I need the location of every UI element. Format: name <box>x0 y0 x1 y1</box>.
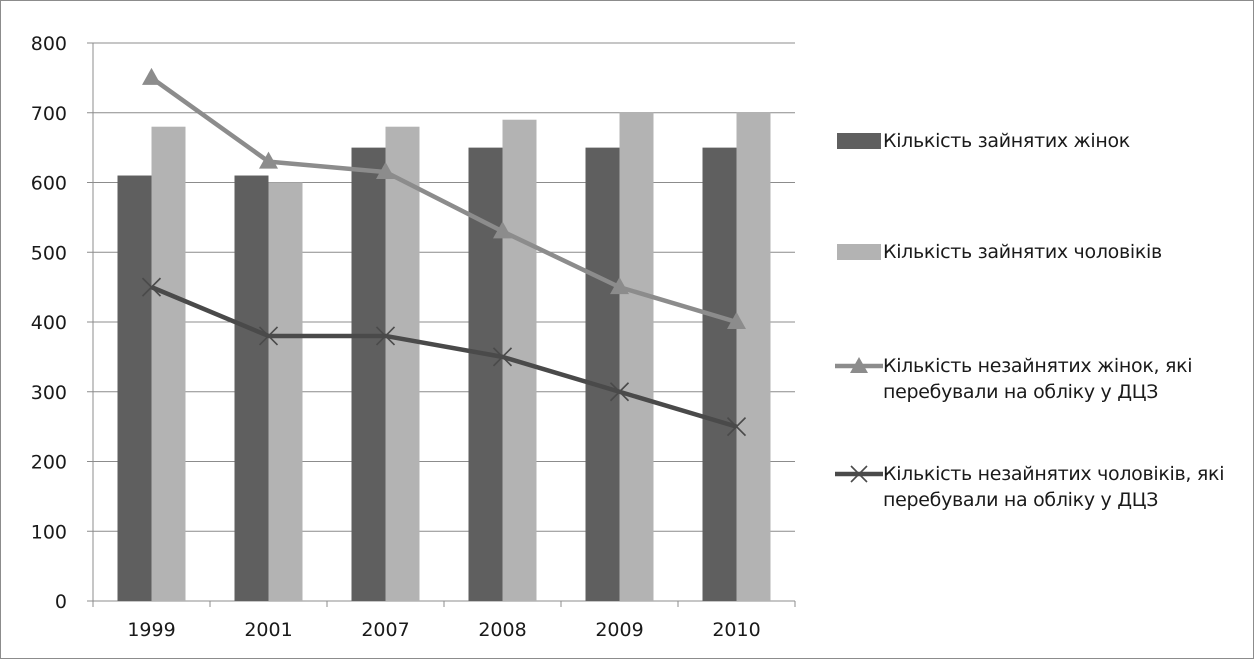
legend-item-employed-men: Кількість зайнятих чоловіків <box>835 239 1251 265</box>
legend-item-unemployed-women: Кількість незайнятих жінок, які перебува… <box>835 353 1251 405</box>
x-tick-label-2001: 2001 <box>244 619 292 641</box>
chart-plot: 0 100 200 300 400 500 600 700 800 1999 2001 2007 200… <box>31 33 796 641</box>
bar-series0-1999 <box>117 175 152 601</box>
legend-swatch-employed-women <box>835 128 883 154</box>
bar-series1-2007 <box>385 126 420 601</box>
legend-label-employed-men: Кількість зайнятих чоловіків <box>883 241 1162 263</box>
x-tick-label-2008: 2008 <box>478 619 526 641</box>
bar-series1-2010 <box>736 112 771 601</box>
legend-swatch-employed-men <box>835 239 883 265</box>
marker-series3-2008 <box>492 347 513 367</box>
legend-label-unemployed-women: Кількість незайнятих жінок, які перебува… <box>883 355 1193 403</box>
bar-series0-2007 <box>351 147 386 601</box>
y-tick-label-800: 800 <box>31 33 67 55</box>
y-tick-label-0: 0 <box>55 591 67 613</box>
line-series2 <box>150 76 738 325</box>
y-tick-label-100: 100 <box>31 521 67 543</box>
bar-series1-2001 <box>268 182 303 601</box>
marker-series2-2007 <box>376 162 395 180</box>
legend-swatch-unemployed-women <box>835 353 883 379</box>
line-series3 <box>150 285 738 429</box>
legend-item-unemployed-men: Кількість незайнятих чоловіків, які пере… <box>835 461 1251 513</box>
y-tick-label-700: 700 <box>31 103 67 125</box>
x-tick-label-2010: 2010 <box>712 619 760 641</box>
marker-series2-2009 <box>610 277 629 295</box>
bar-series1-2009 <box>619 112 654 601</box>
marker-series2-2010 <box>727 312 746 329</box>
bar-series0-2010 <box>702 147 737 601</box>
x-tick-label-2007: 2007 <box>361 619 409 641</box>
bar-series0-2001 <box>234 175 269 601</box>
y-tick-label-500: 500 <box>31 242 67 264</box>
bar-series0-2009 <box>585 147 620 601</box>
marker-series3-2010 <box>726 417 747 437</box>
marker-series2-2001 <box>259 151 278 169</box>
marker-series2-2008 <box>493 221 512 239</box>
x-tick-label-1999: 1999 <box>127 619 175 641</box>
legend: Кількість зайнятих жінок Кількість зайня… <box>835 1 1253 658</box>
y-tick-label-600: 600 <box>31 173 67 195</box>
legend-marker-x-1 <box>850 465 868 483</box>
legend-label-unemployed-men: Кількість незайнятих чоловіків, які пере… <box>883 463 1225 511</box>
x-tick-label-2009: 2009 <box>595 619 643 641</box>
marker-series3-2009 <box>609 382 630 402</box>
legend-label-employed-women: Кількість зайнятих жінок <box>883 130 1130 152</box>
legend-marker-triangle <box>850 357 868 373</box>
y-tick-label-200: 200 <box>31 452 67 474</box>
legend-item-employed-women: Кількість зайнятих жінок <box>835 128 1251 154</box>
y-tick-label-400: 400 <box>31 312 67 334</box>
marker-series3-2007 <box>375 326 396 346</box>
legend-swatch-unemployed-men <box>835 461 883 487</box>
marker-series3-1999 <box>141 277 162 297</box>
y-tick-label-300: 300 <box>31 382 67 404</box>
marker-series2-1999 <box>142 67 161 85</box>
bar-series1-1999 <box>151 126 186 601</box>
marker-series3-2001 <box>258 326 279 346</box>
